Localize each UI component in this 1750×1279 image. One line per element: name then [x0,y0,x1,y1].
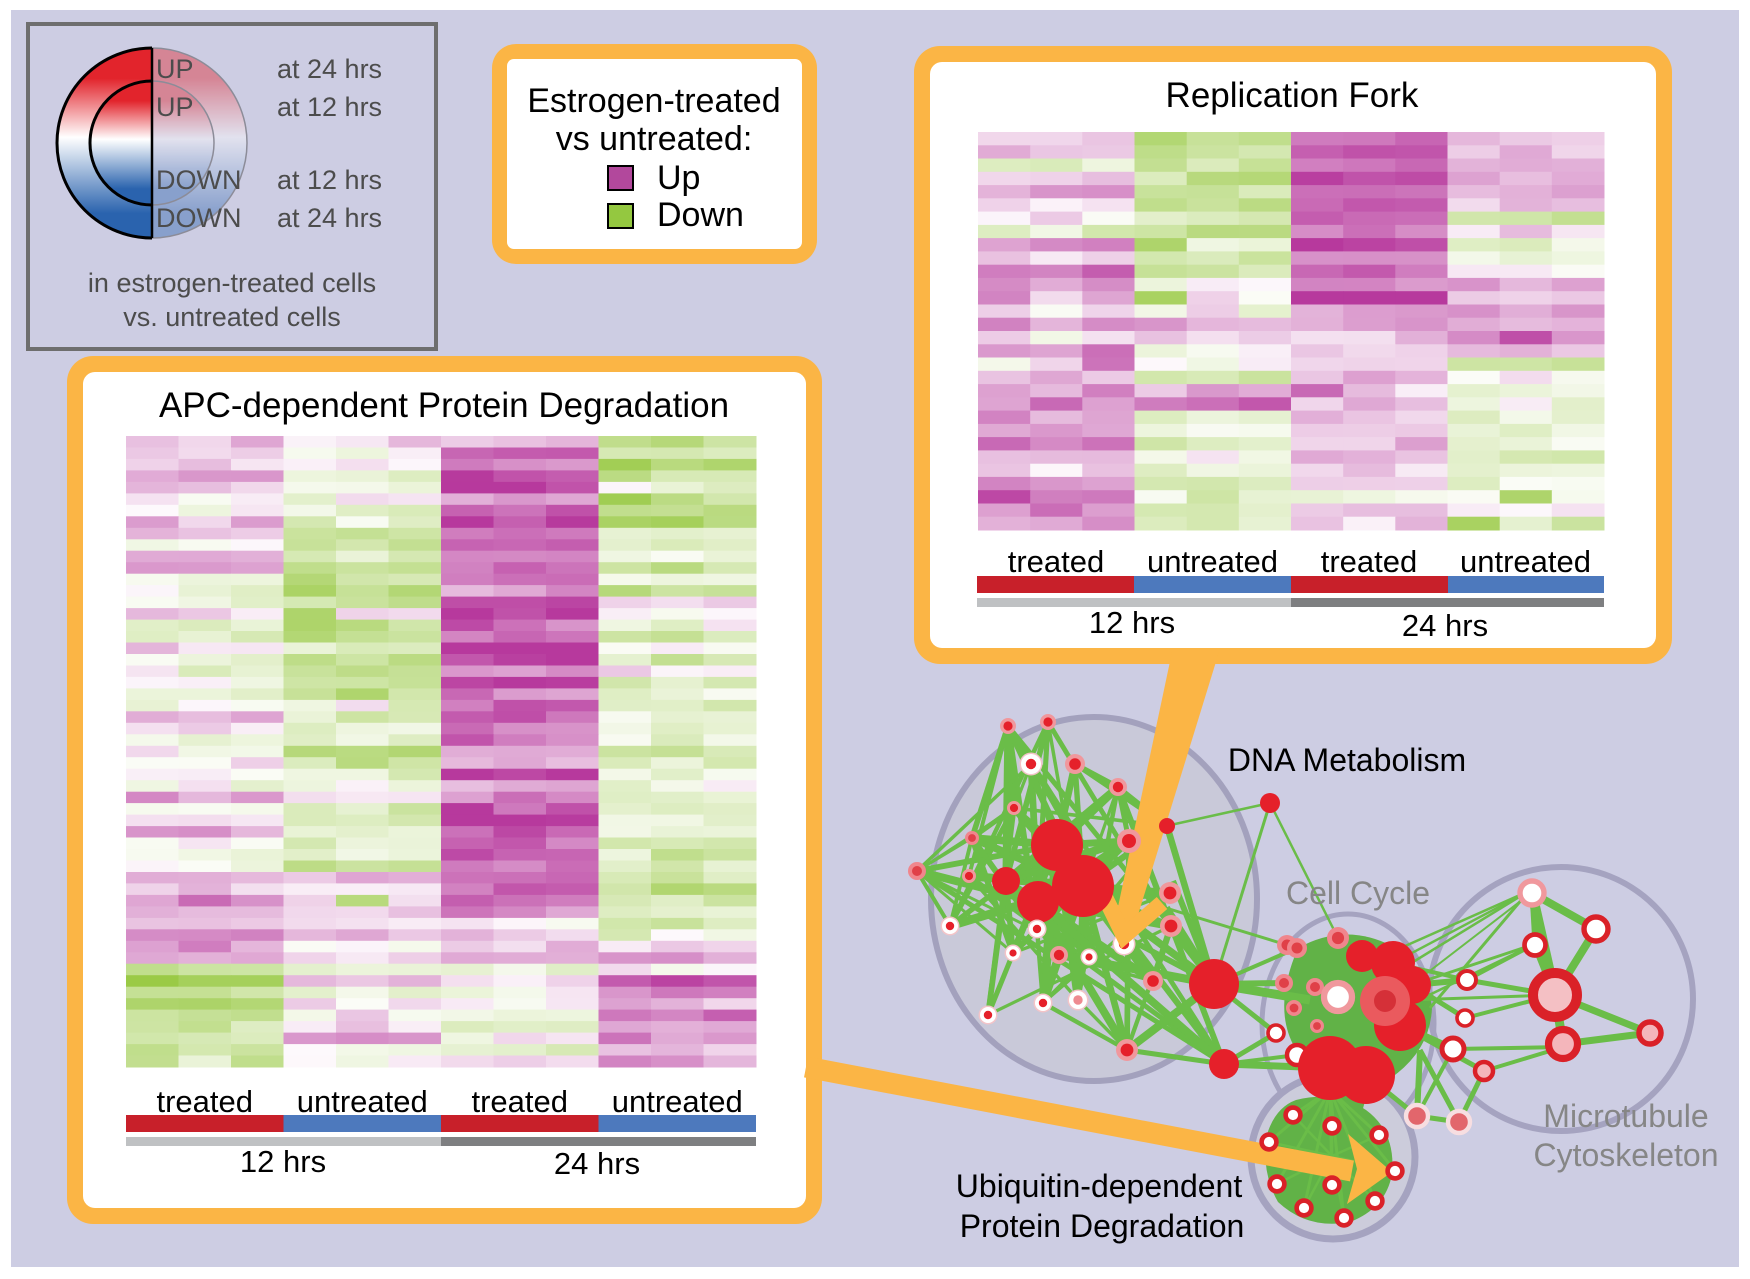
svg-text:12 hrs: 12 hrs [1089,605,1175,640]
svg-text:24 hrs: 24 hrs [554,1146,640,1181]
svg-text:untreated: untreated [297,1084,428,1119]
svg-text:untreated: untreated [1460,544,1591,579]
svg-text:at 12 hrs: at 12 hrs [277,92,382,122]
svg-text:treated: treated [1321,544,1418,579]
svg-text:UP: UP [156,54,194,84]
svg-text:at 12 hrs: at 12 hrs [277,165,382,195]
svg-text:Cytoskeleton: Cytoskeleton [1534,1137,1719,1173]
svg-text:at 24 hrs: at 24 hrs [277,54,382,84]
svg-text:untreated: untreated [612,1084,743,1119]
svg-text:DOWN: DOWN [156,165,241,195]
svg-text:UP: UP [156,92,194,122]
svg-text:vs untreated:: vs untreated: [556,120,753,158]
svg-text:vs. untreated cells: vs. untreated cells [123,302,341,332]
svg-text:untreated: untreated [1147,544,1278,579]
svg-text:12 hrs: 12 hrs [240,1144,326,1179]
svg-text:Up: Up [657,159,700,197]
svg-text:in estrogen-treated cells: in estrogen-treated cells [88,268,376,298]
svg-text:at 24 hrs: at 24 hrs [277,203,382,233]
svg-text:Ubiquitin-dependent: Ubiquitin-dependent [956,1168,1243,1204]
svg-text:Down: Down [657,196,744,234]
svg-text:APC-dependent Protein Degradat: APC-dependent Protein Degradation [159,386,729,425]
svg-text:Estrogen-treated: Estrogen-treated [527,82,780,120]
svg-text:Protein Degradation: Protein Degradation [960,1208,1245,1244]
svg-text:Microtubule: Microtubule [1543,1098,1708,1134]
svg-text:DOWN: DOWN [156,203,241,233]
svg-text:treated: treated [471,1084,568,1119]
svg-text:DNA Metabolism: DNA Metabolism [1228,742,1466,778]
svg-text:Replication Fork: Replication Fork [1166,76,1419,115]
svg-text:Cell Cycle: Cell Cycle [1286,875,1430,911]
svg-text:treated: treated [156,1084,253,1119]
svg-text:24 hrs: 24 hrs [1402,608,1488,643]
svg-text:treated: treated [1008,544,1105,579]
